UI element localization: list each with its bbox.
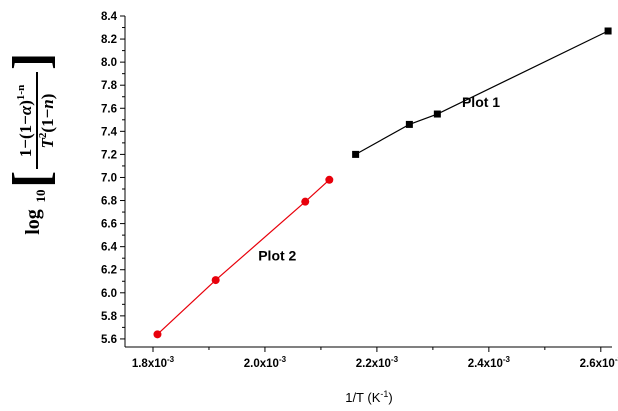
x-axis-ticks: 1.8x10-3 2.0x10-3 2.2x10-3 2.4x10-3 2.6x10-3 — [132, 347, 618, 370]
plot-2-line — [157, 179, 330, 335]
x-tick-label: 1.8x10-3 — [132, 355, 175, 370]
annotations-layer: Plot 1 Plot 2 — [258, 94, 500, 263]
y-tick-label: 8.0 — [101, 57, 117, 69]
y-tick-label: 7.4 — [101, 126, 118, 138]
y-axis-label: log 10 [ 1−(1−α)1-n T2(1−n) ] — [3, 53, 60, 235]
svg-text:10: 10 — [33, 190, 48, 203]
plot-1-point — [352, 150, 360, 158]
axes-frame — [124, 16, 612, 348]
x-tick-label: 2.4x10-3 — [468, 355, 511, 370]
y-tick-label: 7.6 — [101, 103, 117, 115]
annotation-label: Plot 1 — [462, 94, 500, 110]
y-tick-label: 6.6 — [101, 219, 117, 231]
y-axis-ticks: 5.6 5.8 6.0 6.2 6.4 6.6 6.8 7.0 7.2 7.4 7.6 7.8 8.0 8… — [101, 11, 125, 346]
x-tick-label: 2.0x10-3 — [244, 355, 287, 370]
svg-text:T2(1−n): T2(1−n) — [37, 94, 57, 149]
y-tick-label: 6.4 — [101, 242, 118, 254]
y-tick-label: 7.0 — [101, 172, 117, 184]
svg-text:log: log — [22, 209, 44, 235]
plot-2-point — [153, 330, 162, 339]
series-layer — [153, 27, 612, 339]
plot-2-point — [325, 175, 334, 184]
y-tick-label: 5.6 — [101, 334, 117, 346]
plot-2-point — [211, 276, 220, 285]
plot-2-point — [301, 197, 310, 206]
y-tick-label: 5.8 — [101, 311, 118, 323]
y-tick-label: 6.8 — [101, 196, 118, 208]
y-tick-label: 8.2 — [101, 34, 117, 46]
y-tick-label: 8.4 — [101, 11, 118, 23]
y-tick-label: 7.2 — [101, 149, 117, 161]
plot-1-point — [433, 110, 441, 118]
x-tick-label: 2.2x10-3 — [356, 355, 399, 370]
x-axis-label: 1/T (K-1) — [345, 389, 393, 405]
y-tick-label: 7.8 — [101, 80, 118, 92]
svg-text:1−(1−α)1-n: 1−(1−α)1-n — [15, 85, 35, 157]
plot-1-line — [355, 30, 609, 155]
plot-1-point — [604, 27, 612, 35]
y-tick-label: 6.0 — [101, 288, 117, 300]
y-tick-label: 6.2 — [101, 265, 117, 277]
annotation-label: Plot 2 — [258, 248, 296, 264]
x-tick-label: 2.6x10-3 — [580, 355, 618, 370]
svg-text:]: ] — [3, 53, 60, 70]
plot-1-point — [405, 120, 413, 128]
svg-text:[: [ — [3, 171, 60, 188]
